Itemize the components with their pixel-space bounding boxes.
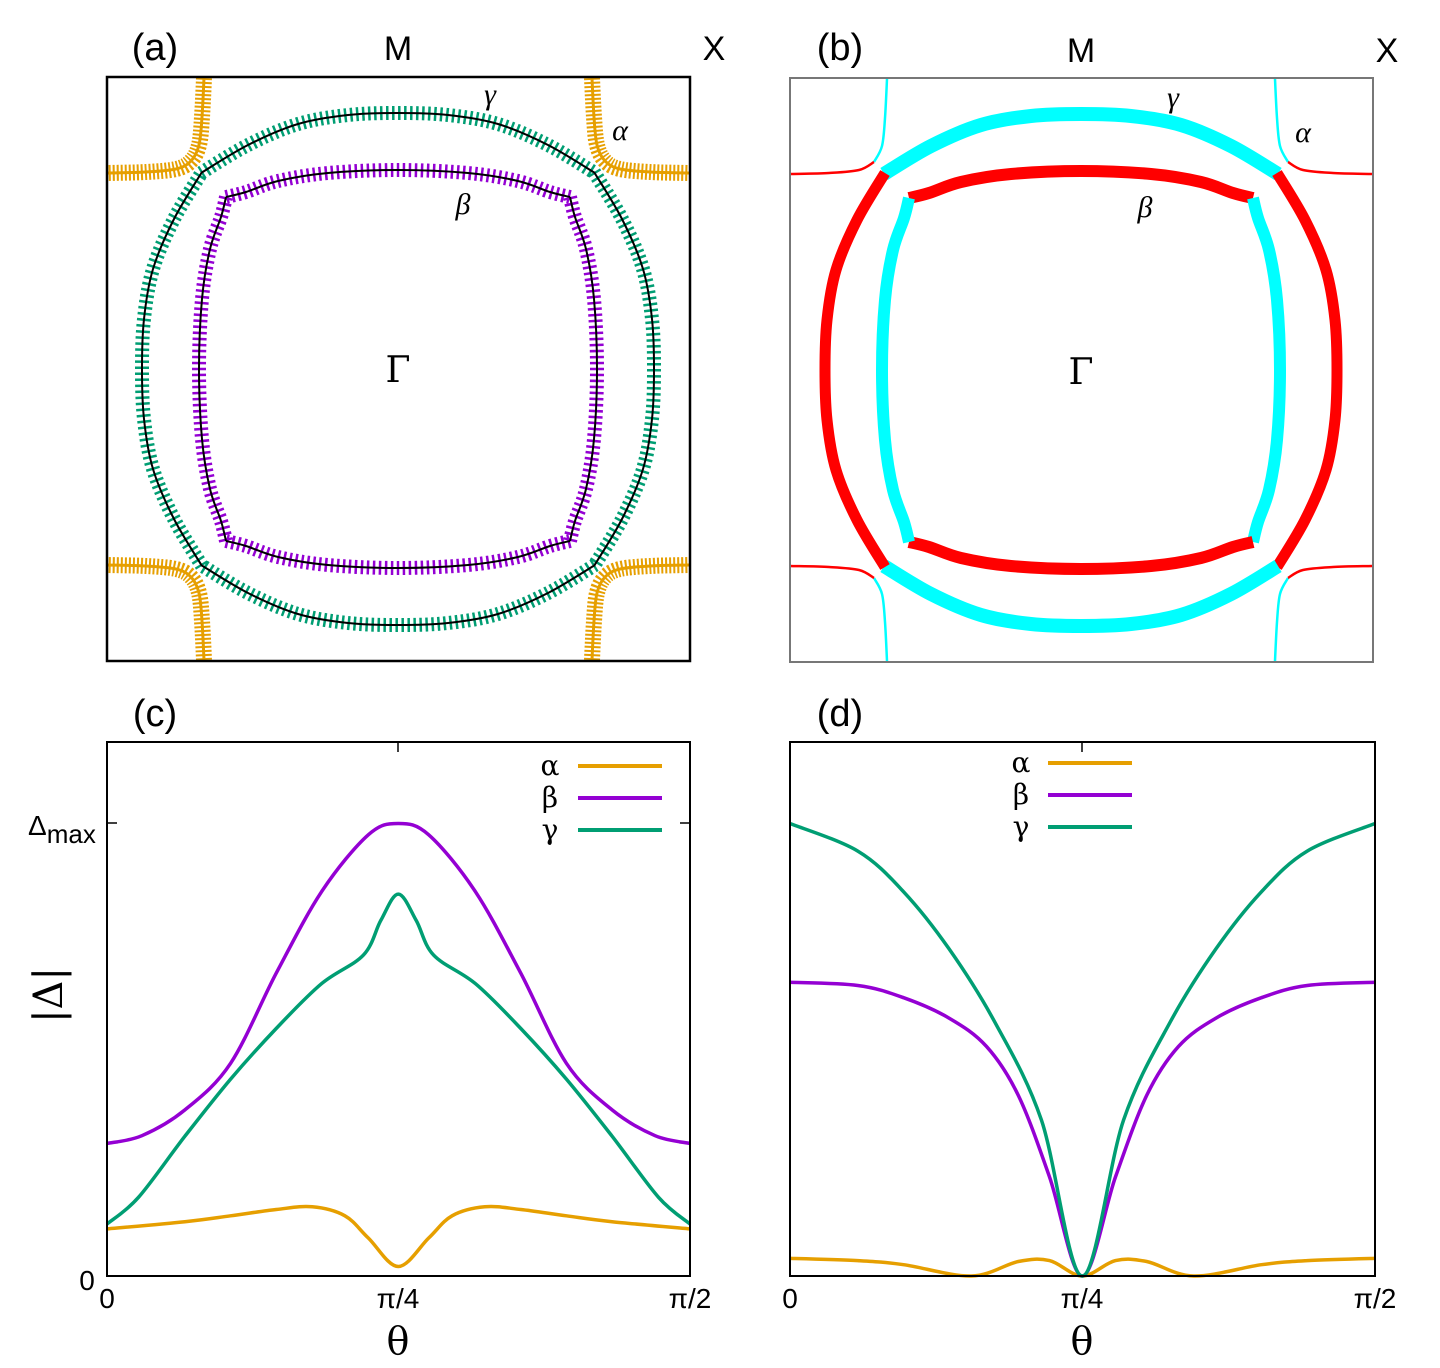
alpha-band-upper-right	[590, 77, 690, 175]
panel-d-xtick-pi2: π/2	[1354, 1283, 1397, 1314]
alpha-band-upper-right-horizontal	[1287, 160, 1373, 176]
beta-gap-vectors-bottom	[224, 534, 572, 576]
panel-a-bands	[106, 77, 690, 661]
alpha-band-upper-left-horizontal	[789, 160, 875, 176]
panel-d-legend: αβγ	[1012, 746, 1132, 843]
panel-a-x-point-label: X	[703, 30, 726, 68]
panel-d-gap-chart: (d) 0 π/4 π/2 θ αβγ	[782, 693, 1396, 1363]
series-line-beta	[106, 821, 691, 1146]
alpha-band-lower-right-horizontal	[1287, 564, 1373, 580]
panel-a-m-point-label: M	[384, 30, 412, 68]
beta-gap-vectors-top	[224, 162, 572, 204]
gamma-band-left	[140, 171, 203, 567]
beta-gap-vectors-left	[191, 195, 233, 543]
panel-c-y-axis-label: |Δ|	[26, 967, 72, 1023]
legend-label-alpha: α	[541, 749, 560, 782]
panel-a-fermi-surface-gap-vectors: (a) M X Γ γ α β	[105, 27, 726, 663]
panel-b-x-point-label: X	[1376, 32, 1399, 70]
panel-c-gap-chart: (c) Δmax 0 0 π/4 π/2 θ |Δ| αβγ	[26, 693, 711, 1363]
alpha-gap-vectors-upper-right	[584, 77, 690, 181]
series-line-beta	[789, 980, 1376, 1278]
panel-b-label: (b)	[817, 27, 863, 69]
panel-b-gamma-band-label: γ	[1167, 81, 1180, 114]
gamma-band-bottom	[880, 560, 1282, 634]
beta-band-right	[569, 196, 599, 542]
panel-c-xtick-0: 0	[99, 1283, 115, 1314]
panel-a-beta-band-label: β	[455, 188, 471, 221]
legend-label-beta: β	[542, 781, 558, 814]
beta-band-bottom	[225, 540, 571, 570]
series-line-alpha	[789, 1256, 1376, 1278]
panel-a-frame	[105, 75, 692, 663]
panel-c-xtick-pi4: π/4	[377, 1283, 420, 1314]
gamma-band-right	[593, 171, 656, 567]
panel-d-xtick-0: 0	[782, 1283, 798, 1314]
gamma-band-left	[819, 170, 890, 570]
alpha-band-upper-left-vertical	[872, 78, 889, 163]
panel-d-frame	[789, 741, 1376, 1277]
gamma-band-top	[880, 106, 1282, 180]
panel-c-y-zero-label: 0	[79, 1265, 95, 1296]
beta-band-left	[197, 196, 227, 542]
legend-label-alpha: α	[1012, 746, 1031, 779]
beta-band-left	[875, 196, 915, 544]
panel-d-label: (d)	[817, 693, 863, 735]
panel-b-bands	[789, 78, 1373, 662]
panel-b-gamma-point-label: Γ	[1069, 352, 1094, 393]
panel-a-gamma-band-label: γ	[484, 78, 497, 111]
panel-d-series	[789, 821, 1376, 1278]
legend-label-gamma: γ	[542, 813, 559, 846]
alpha-band-lower-left-vertical	[872, 577, 889, 662]
legend-label-beta: β	[1013, 778, 1029, 811]
panel-d-xtick-pi4: π/4	[1061, 1283, 1104, 1314]
panel-b-fermi-surface-sign: (b) M X Γ γ α β	[789, 27, 1399, 663]
alpha-band-lower-left	[106, 563, 206, 661]
alpha-gap-vectors-lower-left	[106, 557, 212, 661]
alpha-band-lower-left-horizontal	[789, 564, 875, 580]
panel-c-legend: αβγ	[541, 749, 662, 846]
panel-b-beta-band-label: β	[1137, 191, 1153, 224]
beta-gap-vectors-right	[563, 195, 605, 543]
series-line-gamma	[105, 892, 692, 1226]
series-line-alpha	[106, 1204, 691, 1269]
panel-b-frame	[789, 77, 1374, 663]
alpha-band-lower-right-vertical	[1273, 577, 1290, 662]
beta-band-top	[225, 168, 571, 198]
panel-b-m-point-label: M	[1067, 32, 1095, 70]
beta-band-right	[1247, 196, 1287, 544]
beta-band-bottom	[907, 536, 1255, 576]
alpha-band-lower-right	[590, 563, 690, 661]
panel-c-series	[105, 821, 692, 1269]
panel-c-label: (c)	[133, 693, 177, 735]
alpha-band-upper-right-vertical	[1273, 78, 1290, 163]
panel-a-label: (a)	[132, 27, 178, 69]
gamma-band-right	[1272, 170, 1343, 570]
alpha-gap-vectors-lower-right	[584, 557, 690, 661]
beta-band-top	[907, 164, 1255, 204]
alpha-band-upper-left	[106, 77, 206, 175]
gamma-band-top	[200, 111, 596, 174]
panel-c-x-axis-label: θ	[387, 1319, 410, 1363]
panel-a-gamma-point-label: Γ	[386, 350, 411, 391]
panel-c-ymax-tick-label: Δmax	[28, 810, 96, 849]
legend-label-gamma: γ	[1013, 810, 1030, 843]
panel-d-x-axis-label: θ	[1071, 1319, 1094, 1363]
alpha-gap-vectors-upper-left	[106, 77, 212, 181]
series-line-gamma	[789, 821, 1376, 1278]
panel-b-alpha-band-label: α	[1295, 116, 1312, 149]
panel-a-alpha-band-label: α	[612, 114, 629, 147]
panel-c-xtick-pi2: π/2	[669, 1283, 712, 1314]
gamma-band-bottom	[200, 564, 596, 627]
